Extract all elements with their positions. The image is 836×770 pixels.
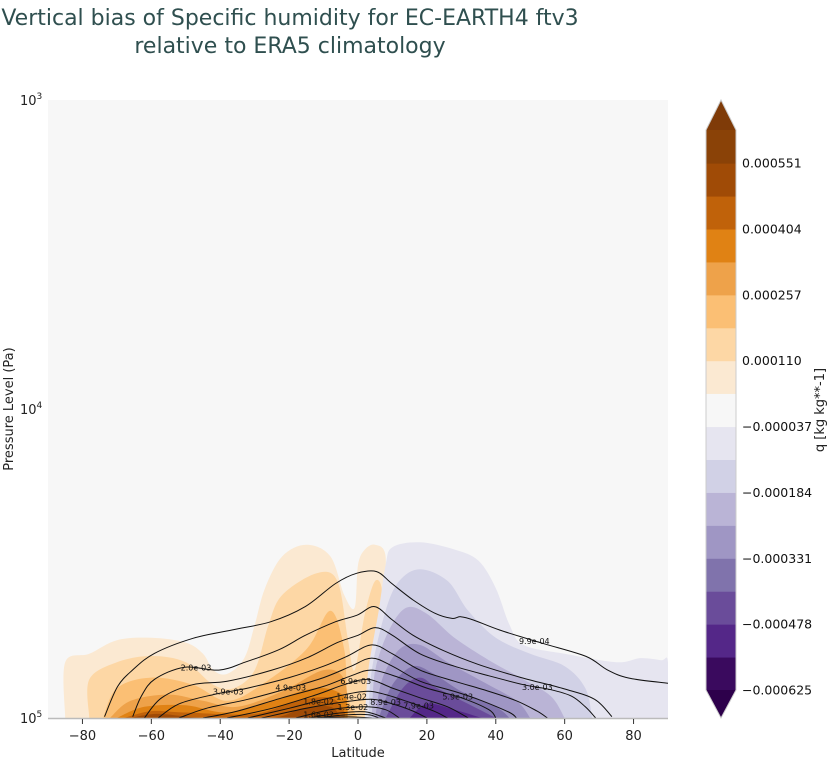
colorbar-segment [706, 196, 736, 230]
x-tick-label: 20 [419, 729, 436, 744]
contour-label: 6.9e-03 [340, 677, 371, 686]
colorbar-label: q [kg kg**-1] [813, 368, 828, 452]
colorbar-segment [706, 492, 736, 526]
colorbar-outline [705, 98, 737, 720]
colorbar-segment [706, 459, 736, 493]
colorbar-tick-label: −0.000331 [742, 551, 812, 566]
contour-label: 1.3e-02 [338, 703, 369, 712]
colorbar-segment [706, 327, 736, 362]
colorbar-segment [706, 294, 736, 329]
contour-line [104, 570, 668, 717]
colorbar-segment [706, 229, 736, 263]
contour-label: 3.9e-03 [213, 688, 244, 697]
chart-title-line-1: Vertical bias of Specific humidity for E… [1, 6, 579, 31]
filled-region [385, 677, 496, 718]
colorbar-segment [706, 130, 736, 164]
colorbar-segment [706, 591, 736, 625]
x-axis-label: Latitude [331, 746, 385, 761]
x-tick-label: 80 [625, 729, 642, 744]
y-tick-exponent: 5 [37, 710, 43, 720]
colorbar-over-triangle [706, 100, 736, 130]
contour-line [157, 644, 548, 718]
contour-line [261, 698, 428, 718]
colorbar-tick-label: −0.000037 [742, 419, 812, 434]
filled-region [130, 706, 341, 718]
y-tick-label: 105 [20, 710, 42, 727]
colorbar-segment [706, 558, 736, 592]
colorbar-segment [706, 426, 736, 461]
colorbar-tick-label: −0.000184 [742, 485, 812, 500]
x-tick-label: −60 [138, 729, 165, 744]
x-tick-label: 0 [354, 729, 362, 744]
y-tick-exponent: 3 [37, 92, 43, 102]
colorbar-segment [706, 657, 736, 691]
contour-label: 1.4e-02 [336, 693, 367, 702]
contour-label: 9.9e-04 [519, 637, 550, 646]
contour-line [295, 706, 400, 718]
contour-label: 8.9e-03 [370, 698, 401, 707]
filled-region [409, 703, 482, 718]
y-tick-label: 104 [20, 401, 43, 418]
contour-line [144, 627, 597, 718]
contour-label: 7.9e-03 [403, 702, 434, 711]
colorbar-tick-label: −0.000478 [742, 617, 812, 632]
y-tick-base: 10 [20, 712, 37, 727]
colorbar-segment [706, 360, 736, 394]
x-tick-label: −20 [275, 729, 302, 744]
contour-line [226, 678, 469, 718]
contour-label: 2.0e-03 [181, 664, 212, 673]
colorbar: −0.000625 −0.000478 −0.000331 −0.000184 −0.0… [705, 98, 812, 720]
contour-line [202, 669, 497, 718]
chart-title-line-2: relative to ERA5 climatology [134, 34, 446, 59]
x-tick-label: −40 [207, 729, 234, 744]
contour-label: 4.9e-03 [275, 684, 306, 693]
contour-line [323, 716, 372, 718]
y-tick-label: 103 [20, 92, 42, 109]
contour-line [316, 713, 379, 718]
colorbar-segment [706, 163, 736, 197]
colorbar-tick-label: −0.000625 [742, 683, 812, 698]
x-tick-label: −80 [69, 729, 96, 744]
contour-line [178, 657, 517, 718]
y-tick-base: 10 [20, 94, 37, 109]
colorbar-tick-label: 0.000404 [742, 222, 802, 237]
contour-label: 1.6e-02 [303, 710, 334, 719]
colorbar-segment [706, 525, 736, 559]
contour-label: 5.9e-03 [442, 693, 473, 702]
colorbar-segment [706, 624, 736, 658]
colorbar-tick-label: 0.000257 [742, 287, 802, 302]
contour-line [132, 606, 613, 718]
contour-line [309, 711, 386, 718]
colorbar-tick-label: 0.000110 [742, 353, 802, 368]
colorbar-tick-label: 0.000551 [742, 156, 802, 171]
x-axis-ticks: −80 −60 −40 −20 0 20 40 60 80 [69, 719, 642, 744]
filled-region [123, 697, 346, 718]
colorbar-segment [706, 261, 736, 296]
y-tick-exponent: 4 [37, 401, 43, 411]
contour-lines [104, 570, 668, 718]
contour-label: 1.8e-02 [303, 698, 334, 707]
y-axis-label: Pressure Level (Pa) [2, 347, 17, 470]
colorbar-under-triangle [706, 690, 736, 718]
y-tick-base: 10 [20, 403, 37, 418]
contour-label: 3.0e-03 [522, 683, 553, 692]
x-tick-label: 40 [488, 729, 505, 744]
colorbar-segment [706, 393, 736, 428]
contour-labels: 9.9e-04 2.0e-03 3.0e-03 3.9e-03 4.9e-03 5.9e-… [181, 637, 553, 720]
contour-line [247, 690, 448, 718]
x-tick-label: 60 [556, 729, 573, 744]
